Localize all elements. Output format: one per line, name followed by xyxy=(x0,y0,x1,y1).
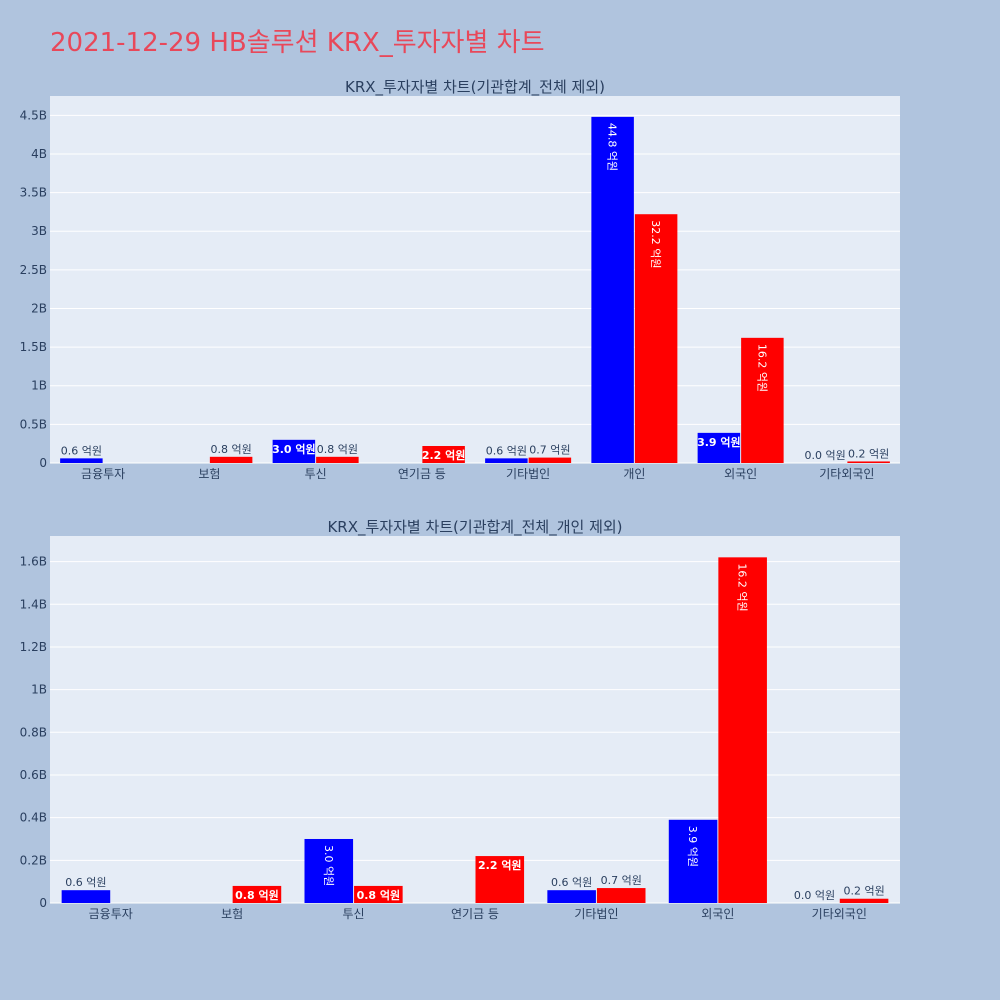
bar xyxy=(485,458,528,463)
x-tick-label: 금융투자 xyxy=(89,907,133,921)
x-tick-label: 외국인 xyxy=(701,907,734,921)
bar xyxy=(60,458,103,463)
x-tick-label: 투신 xyxy=(343,907,365,921)
x-tick-label: 투신 xyxy=(305,467,327,481)
y-tick-label: 0.6B xyxy=(20,768,47,782)
data-label: 44.8 억원 xyxy=(606,123,619,171)
data-label: 3.0 억원 xyxy=(322,845,335,886)
y-tick-label: 0.8B xyxy=(20,725,47,739)
chart-title: KRX_투자자별 차트(기관합계_전체_개인 제외) xyxy=(327,518,622,537)
investor-chart-excl-institution-and-individual: KRX_투자자별 차트(기관합계_전체_개인 제외) 0 0.2B 0.4B 0.6B 0… xyxy=(20,518,900,921)
bar xyxy=(668,819,718,903)
data-label: 16.2 억원 xyxy=(736,563,749,611)
x-tick-label: 보험 xyxy=(221,907,243,921)
y-tick-label: 0.2B xyxy=(20,853,47,867)
data-label: 0.7 억원 xyxy=(529,444,570,457)
x-tick-label: 기타외국인 xyxy=(819,467,874,481)
y-tick-label: 1B xyxy=(31,683,47,697)
data-label: 0.8 억원 xyxy=(317,443,358,456)
bar xyxy=(316,456,359,463)
bar xyxy=(528,457,572,463)
bar xyxy=(718,557,767,903)
y-tick-label: 1.4B xyxy=(20,597,47,611)
data-label: 0.0 억원 xyxy=(794,889,835,902)
x-tick-label: 기타외국인 xyxy=(812,907,867,921)
data-label: 16.2 억원 xyxy=(755,344,768,392)
investor-chart-excl-institution-total: KRX_투자자별 차트(기관합계_전체 제외) 0 0.5B 1B 1.5B 2B 2.5B… xyxy=(20,78,900,481)
bar xyxy=(61,890,111,903)
x-tick-label: 기타법인 xyxy=(506,467,550,481)
data-label: 0.8 억원 xyxy=(235,888,279,902)
data-label: 0.8 억원 xyxy=(211,443,252,456)
y-tick-label: 0 xyxy=(39,896,47,910)
data-label: 0.0 억원 xyxy=(805,449,846,462)
data-label: 0.8 억원 xyxy=(357,888,401,902)
y-tick-label: 4B xyxy=(31,147,47,161)
data-label: 0.6 억원 xyxy=(486,444,527,457)
page-title: 2021-12-29 HB솔루션 KRX_투자자별 차트 xyxy=(50,28,545,58)
bar xyxy=(741,337,784,463)
y-tick-label: 1.5B xyxy=(20,340,47,354)
data-label: 0.6 억원 xyxy=(551,876,592,889)
bar xyxy=(354,885,403,903)
y-tick-label: 4.5B xyxy=(20,108,47,122)
bar xyxy=(475,856,525,903)
data-label: 3.9 억원 xyxy=(686,826,699,867)
y-tick-label: 3.5B xyxy=(20,186,47,200)
data-label: 0.2 억원 xyxy=(843,885,884,898)
x-tick-label: 금융투자 xyxy=(81,467,125,481)
data-label: 0.6 억원 xyxy=(61,444,102,457)
y-tick-label: 0 xyxy=(39,456,47,470)
bar xyxy=(591,116,634,463)
data-label: 0.7 억원 xyxy=(601,874,642,887)
plot-area xyxy=(50,536,900,903)
y-tick-label: 2B xyxy=(31,301,47,315)
x-tick-label: 개인 xyxy=(623,467,645,481)
bar xyxy=(547,890,596,903)
data-label: 2.2 억원 xyxy=(478,858,522,872)
bar xyxy=(272,439,316,463)
x-tick-label: 보험 xyxy=(198,467,220,481)
y-tick-label: 3B xyxy=(31,224,47,238)
y-tick-label: 1.2B xyxy=(20,640,47,654)
bar xyxy=(839,898,889,903)
bar xyxy=(232,885,282,903)
bar xyxy=(697,432,741,463)
x-tick-label: 기타법인 xyxy=(574,907,618,921)
data-label: 32.2 억원 xyxy=(649,220,662,268)
data-label: 3.0 억원 xyxy=(272,442,316,456)
y-tick-label: 1B xyxy=(31,379,47,393)
bar xyxy=(596,888,646,903)
y-tick-label: 0.4B xyxy=(20,811,47,825)
chart-title: KRX_투자자별 차트(기관합계_전체 제외) xyxy=(345,78,605,97)
data-label: 0.2 억원 xyxy=(848,447,889,460)
data-label: 3.9 억원 xyxy=(697,435,741,449)
y-tick-label: 2.5B xyxy=(20,263,47,277)
bar xyxy=(847,461,890,463)
x-tick-label: 연기금 등 xyxy=(398,467,446,481)
data-label: 2.2 억원 xyxy=(422,448,466,462)
y-tick-label: 0.5B xyxy=(20,417,47,431)
x-tick-label: 외국인 xyxy=(724,467,757,481)
data-label: 0.6 억원 xyxy=(65,876,106,889)
bar xyxy=(422,446,465,463)
bar xyxy=(209,456,253,463)
bar xyxy=(634,214,678,463)
y-tick-label: 1.6B xyxy=(20,555,47,569)
x-tick-label: 연기금 등 xyxy=(451,907,499,921)
bar xyxy=(304,838,354,903)
